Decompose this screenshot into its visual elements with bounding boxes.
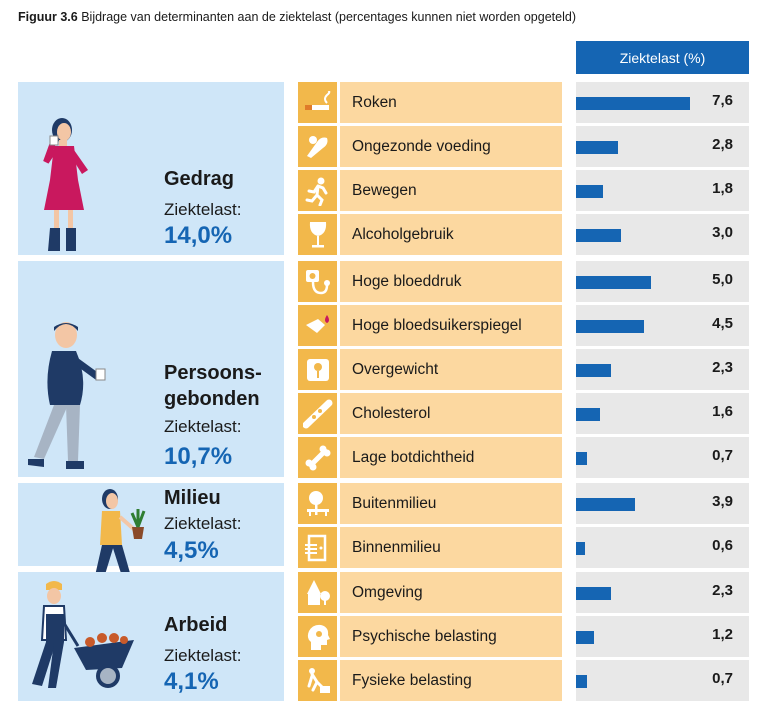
bar bbox=[576, 408, 600, 421]
row-label-hoge-bloeddruk: Hoge bloeddruk bbox=[340, 261, 562, 302]
bar bbox=[576, 498, 635, 511]
figure-caption: Figuur 3.6 Bijdrage van determinanten aa… bbox=[18, 10, 576, 24]
group-name-line1: Persoons- bbox=[164, 362, 262, 384]
row-label-fysieke-belasting: Fysieke belasting bbox=[340, 660, 562, 701]
row-label-cholesterol: Cholesterol bbox=[340, 393, 562, 434]
cigarette-icon bbox=[298, 82, 337, 123]
group-name-line2: gebonden bbox=[164, 388, 260, 410]
bar-row: 2,3 bbox=[576, 572, 749, 613]
woman-drinking-icon bbox=[43, 118, 88, 251]
food-icon bbox=[298, 126, 337, 167]
bar bbox=[576, 320, 644, 333]
group-name: Gedrag bbox=[164, 168, 235, 190]
group-burden-value: 4,1% bbox=[164, 668, 219, 695]
bar bbox=[576, 185, 603, 198]
group-name: Arbeid bbox=[164, 614, 228, 636]
bar-row: 2,8 bbox=[576, 126, 749, 167]
row-label-hoge-bloedsuikerspiegel: Hoge bloedsuikerspiegel bbox=[340, 305, 562, 346]
bar-value-label: 0,7 bbox=[712, 670, 733, 687]
bar-row: 1,6 bbox=[576, 393, 749, 434]
wine-glass-icon bbox=[298, 214, 337, 255]
bar-value-label: 1,2 bbox=[712, 626, 733, 643]
bar bbox=[576, 141, 618, 154]
group-gedrag: Gedrag Ziektelast: 14,0% bbox=[18, 82, 284, 255]
bar-value-label: 0,7 bbox=[712, 447, 733, 464]
lifting-icon bbox=[298, 660, 337, 701]
head-icon bbox=[298, 616, 337, 657]
bar-row: 0,7 bbox=[576, 660, 749, 701]
tree-bench-icon bbox=[298, 483, 337, 524]
row-label-lage-botdichtheid: Lage botdichtheid bbox=[340, 437, 562, 478]
figure-title: Bijdrage van determinanten aan de ziekte… bbox=[77, 10, 576, 24]
artery-icon bbox=[298, 393, 337, 434]
bar bbox=[576, 542, 585, 555]
bar bbox=[576, 587, 611, 600]
bar bbox=[576, 675, 587, 688]
group-name: Milieu bbox=[164, 487, 221, 509]
bar-row: 2,3 bbox=[576, 349, 749, 390]
row-label-omgeving: Omgeving bbox=[340, 572, 562, 613]
column-header: Ziektelast (%) bbox=[576, 41, 749, 74]
bar-row: 1,2 bbox=[576, 616, 749, 657]
group-burden-label: Ziektelast: bbox=[164, 417, 242, 436]
group-burden-label: Ziektelast: bbox=[164, 646, 242, 665]
row-label-alcoholgebruik: Alcoholgebruik bbox=[340, 214, 562, 255]
row-label-overgewicht: Overgewicht bbox=[340, 349, 562, 390]
bar-value-label: 1,8 bbox=[712, 180, 733, 197]
bar-value-label: 3,0 bbox=[712, 224, 733, 241]
scale-icon bbox=[298, 349, 337, 390]
group-burden-label: Ziektelast: bbox=[164, 200, 242, 219]
worker-wheelbarrow-icon bbox=[32, 581, 134, 688]
bar bbox=[576, 97, 690, 110]
group-burden-value: 4,5% bbox=[164, 537, 219, 564]
bar bbox=[576, 631, 594, 644]
bar-value-label: 4,5 bbox=[712, 315, 733, 332]
bar bbox=[576, 276, 651, 289]
group-burden-value: 10,7% bbox=[164, 443, 233, 470]
bar-row: 3,9 bbox=[576, 483, 749, 524]
blood-pressure-icon bbox=[298, 261, 337, 302]
bar-value-label: 2,3 bbox=[712, 359, 733, 376]
row-label-bewegen: Bewegen bbox=[340, 170, 562, 211]
bar-row: 0,7 bbox=[576, 437, 749, 478]
bar-value-label: 5,0 bbox=[712, 271, 733, 288]
row-label-binnenmilieu: Binnenmilieu bbox=[340, 527, 562, 568]
blood-drop-icon bbox=[298, 305, 337, 346]
row-label-psychische-belasting: Psychische belasting bbox=[340, 616, 562, 657]
bar-value-label: 0,6 bbox=[712, 537, 733, 554]
bar-row: 3,0 bbox=[576, 214, 749, 255]
group-arbeid: Arbeid Ziektelast: 4,1% bbox=[18, 572, 284, 701]
bar-value-label: 7,6 bbox=[712, 92, 733, 109]
bar-value-label: 2,8 bbox=[712, 136, 733, 153]
group-burden-label: Ziektelast: bbox=[164, 514, 242, 533]
bar-row: 0,6 bbox=[576, 527, 749, 568]
group-burden-value: 14,0% bbox=[164, 222, 233, 249]
bar-row: 5,0 bbox=[576, 261, 749, 302]
row-label-buitenmilieu: Buitenmilieu bbox=[340, 483, 562, 524]
bar-value-label: 3,9 bbox=[712, 493, 733, 510]
bar-row: 4,5 bbox=[576, 305, 749, 346]
running-icon bbox=[298, 170, 337, 211]
bar bbox=[576, 229, 621, 242]
bone-icon bbox=[298, 437, 337, 478]
row-label-roken: Roken bbox=[340, 82, 562, 123]
man-with-cup-icon bbox=[28, 322, 106, 469]
group-persoonsgebonden: Persoons- gebonden Ziektelast: 10,7% bbox=[18, 261, 284, 477]
bar-value-label: 1,6 bbox=[712, 403, 733, 420]
row-label-ongezonde-voeding: Ongezonde voeding bbox=[340, 126, 562, 167]
bar bbox=[576, 452, 587, 465]
house-tree-icon bbox=[298, 572, 337, 613]
door-icon bbox=[298, 527, 337, 568]
bar bbox=[576, 364, 611, 377]
bar-value-label: 2,3 bbox=[712, 582, 733, 599]
group-milieu: Milieu Ziektelast: 4,5% bbox=[18, 483, 284, 591]
bar-row: 7,6 bbox=[576, 82, 749, 123]
figure-number: Figuur 3.6 bbox=[18, 10, 78, 24]
bar-row: 1,8 bbox=[576, 170, 749, 211]
